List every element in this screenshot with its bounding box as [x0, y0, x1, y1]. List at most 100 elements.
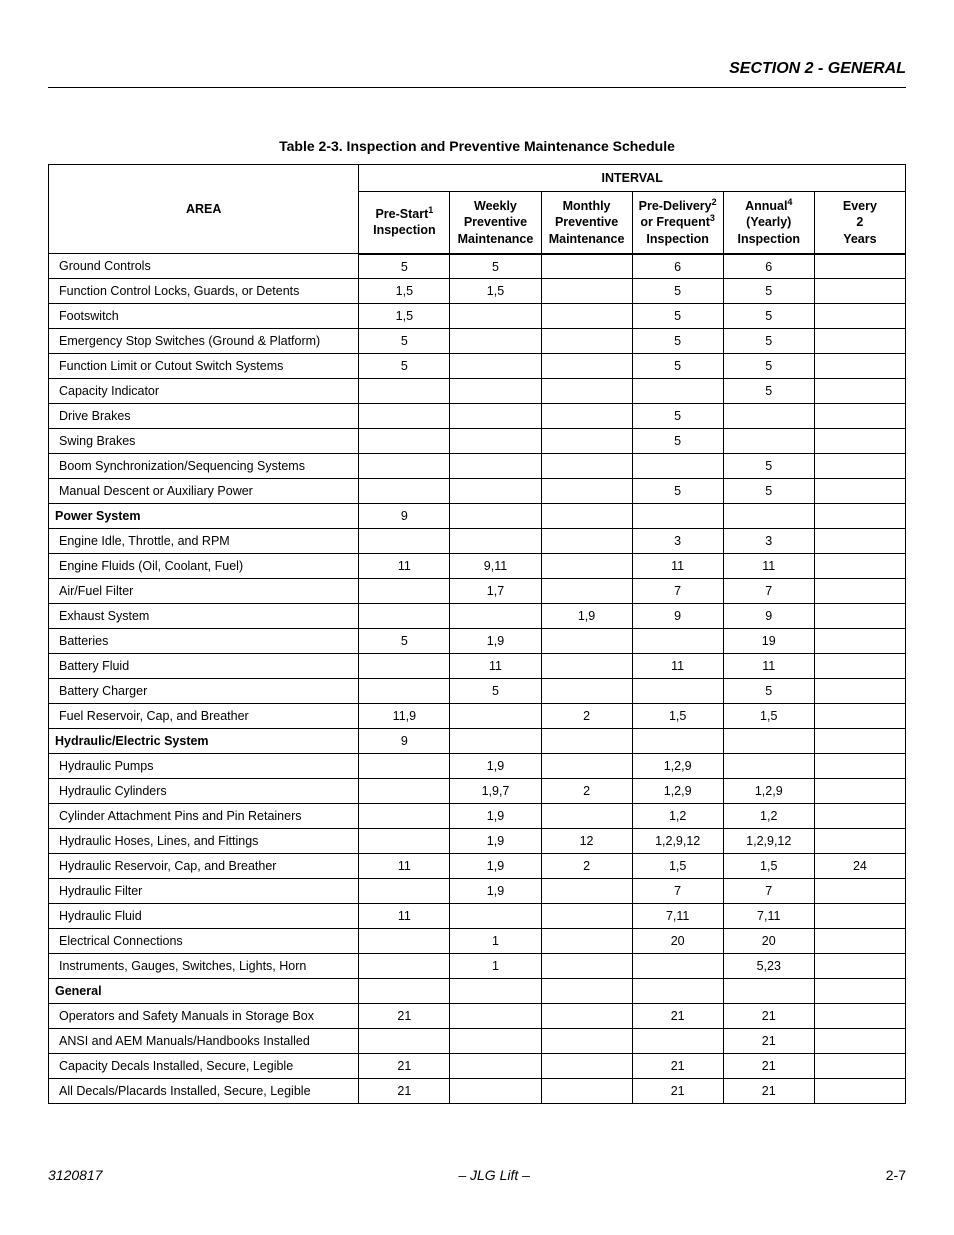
value-cell: [359, 379, 450, 404]
table-row: Batteries51,919: [49, 629, 906, 654]
value-cell: [632, 954, 723, 979]
table-title: Table 2-3. Inspection and Preventive Mai…: [48, 138, 906, 154]
value-cell: 5: [632, 304, 723, 329]
value-cell: [359, 879, 450, 904]
value-cell: 21: [632, 1054, 723, 1079]
value-cell: 5: [632, 279, 723, 304]
value-cell: 7,11: [723, 904, 814, 929]
value-cell: [541, 579, 632, 604]
value-cell: [450, 1079, 541, 1104]
value-cell: [814, 729, 905, 754]
value-cell: 11: [632, 654, 723, 679]
header-rule: SECTION 2 - GENERAL: [48, 60, 906, 88]
value-cell: [541, 929, 632, 954]
value-cell: 11: [359, 854, 450, 879]
value-cell: [541, 354, 632, 379]
value-cell: [450, 304, 541, 329]
table-row: Hydraulic Pumps1,91,2,9: [49, 754, 906, 779]
value-cell: [359, 579, 450, 604]
value-cell: 1,2,9,12: [723, 829, 814, 854]
value-cell: [450, 1029, 541, 1054]
value-cell: [814, 454, 905, 479]
value-cell: [450, 404, 541, 429]
value-cell: 1: [450, 929, 541, 954]
value-cell: [723, 979, 814, 1004]
value-cell: [814, 779, 905, 804]
table-row: Electrical Connections12020: [49, 929, 906, 954]
value-cell: 5: [359, 354, 450, 379]
col-header-area: AREA: [49, 165, 359, 254]
value-cell: [359, 479, 450, 504]
value-cell: [814, 529, 905, 554]
value-cell: 6: [723, 254, 814, 279]
table-row: Air/Fuel Filter1,777: [49, 579, 906, 604]
value-cell: [450, 504, 541, 529]
value-cell: 21: [723, 1004, 814, 1029]
col-header-interval: INTERVAL: [359, 165, 906, 192]
value-cell: 1,5: [723, 704, 814, 729]
value-cell: [814, 479, 905, 504]
value-cell: [450, 529, 541, 554]
table-row: Instruments, Gauges, Switches, Lights, H…: [49, 954, 906, 979]
value-cell: 21: [723, 1079, 814, 1104]
table-row: Function Limit or Cutout Switch Systems5…: [49, 354, 906, 379]
area-cell: All Decals/Placards Installed, Secure, L…: [49, 1079, 359, 1104]
value-cell: [723, 429, 814, 454]
value-cell: [814, 704, 905, 729]
value-cell: [814, 829, 905, 854]
table-row: Battery Charger55: [49, 679, 906, 704]
value-cell: [541, 454, 632, 479]
value-cell: [723, 754, 814, 779]
area-cell: Hydraulic/Electric System: [49, 729, 359, 754]
value-cell: [359, 604, 450, 629]
page-footer: 3120817 – JLG Lift – 2-7: [48, 1167, 906, 1183]
value-cell: 1,5: [359, 279, 450, 304]
value-cell: 5: [359, 629, 450, 654]
table-row: Engine Idle, Throttle, and RPM33: [49, 529, 906, 554]
value-cell: 9: [359, 504, 450, 529]
value-cell: [450, 354, 541, 379]
value-cell: 1,9: [450, 754, 541, 779]
footer-right: 2-7: [886, 1167, 906, 1183]
area-cell: Function Limit or Cutout Switch Systems: [49, 354, 359, 379]
value-cell: 21: [359, 1079, 450, 1104]
value-cell: [359, 804, 450, 829]
value-cell: [359, 429, 450, 454]
value-cell: 6: [632, 254, 723, 279]
area-cell: Hydraulic Hoses, Lines, and Fittings: [49, 829, 359, 854]
value-cell: 5: [632, 404, 723, 429]
value-cell: [359, 654, 450, 679]
table-row: Capacity Indicator5: [49, 379, 906, 404]
value-cell: [814, 1054, 905, 1079]
value-cell: [723, 729, 814, 754]
area-cell: Swing Brakes: [49, 429, 359, 454]
value-cell: 20: [632, 929, 723, 954]
value-cell: 1,5: [632, 854, 723, 879]
value-cell: [359, 954, 450, 979]
table-row: Hydraulic Reservoir, Cap, and Breather11…: [49, 854, 906, 879]
value-cell: 7: [632, 579, 723, 604]
value-cell: [450, 604, 541, 629]
value-cell: [541, 1029, 632, 1054]
value-cell: 5: [723, 279, 814, 304]
value-cell: [359, 779, 450, 804]
value-cell: 5: [723, 679, 814, 704]
table-row: All Decals/Placards Installed, Secure, L…: [49, 1079, 906, 1104]
value-cell: [814, 429, 905, 454]
value-cell: 5: [450, 679, 541, 704]
value-cell: 21: [723, 1054, 814, 1079]
value-cell: [814, 1029, 905, 1054]
value-cell: [723, 404, 814, 429]
value-cell: [541, 879, 632, 904]
value-cell: [450, 479, 541, 504]
col-header-0: Pre-Start1Inspection: [359, 192, 450, 254]
area-cell: Boom Synchronization/Sequencing Systems: [49, 454, 359, 479]
value-cell: [450, 904, 541, 929]
value-cell: 5: [359, 329, 450, 354]
value-cell: 5: [723, 329, 814, 354]
value-cell: 5: [632, 479, 723, 504]
value-cell: [359, 979, 450, 1004]
table-row: Battery Fluid111111: [49, 654, 906, 679]
value-cell: [450, 1004, 541, 1029]
value-cell: [450, 979, 541, 1004]
